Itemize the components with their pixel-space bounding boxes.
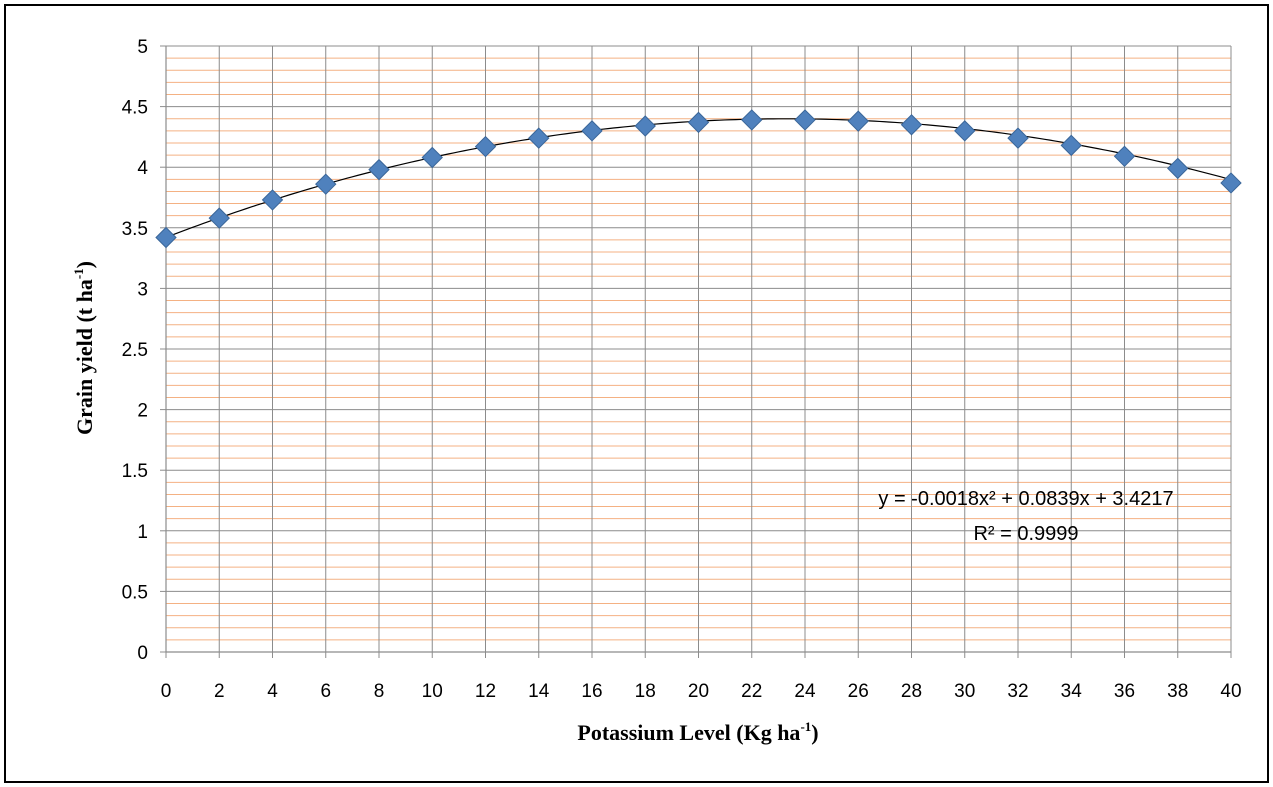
x-tick-label: 32 <box>1007 681 1028 702</box>
data-point <box>421 146 443 169</box>
data-point <box>581 120 603 142</box>
y-tick-labels: 0 0.5 1 1.5 2 2.5 3 3.5 4 4.5 5 <box>122 37 149 664</box>
axes <box>160 45 1232 658</box>
x-tick-label: 12 <box>475 681 496 702</box>
y-tick-label: 0.5 <box>122 582 148 603</box>
data-point <box>900 114 923 136</box>
data-point <box>208 207 230 229</box>
x-tick-labels: 0 2 4 6 8 10 12 14 16 18 20 22 24 26 28 30 32 34 36 38 40 <box>161 681 1242 702</box>
x-tick-label: 36 <box>1114 681 1135 702</box>
chart-frame <box>4 4 1269 783</box>
y-tick-label: 1 <box>137 522 148 543</box>
x-tick-label: 6 <box>320 681 331 702</box>
x-tick-label: 16 <box>581 681 602 702</box>
data-point <box>1113 145 1136 167</box>
data-point <box>528 127 550 149</box>
data-point <box>634 115 656 137</box>
x-tick-label: 8 <box>374 681 385 702</box>
r-squared-label: R² = 0.9999 <box>973 523 1078 545</box>
data-point <box>261 189 284 211</box>
y-tick-label: 4.5 <box>122 98 148 119</box>
x-tick-label: 24 <box>794 681 816 702</box>
x-tick-label: 20 <box>688 681 709 702</box>
y-tick-label: 5 <box>137 37 148 58</box>
data-point <box>794 109 816 131</box>
data-point <box>847 110 869 132</box>
x-axis-title: Potassium Level (Kg ha-1) <box>577 719 818 745</box>
x-tick-label: 22 <box>741 681 762 702</box>
y-tick-label: 2 <box>137 401 148 422</box>
data-point <box>1060 134 1082 157</box>
data-points <box>155 109 1242 249</box>
x-tick-label: 28 <box>901 681 922 702</box>
x-tick-label: 4 <box>267 681 278 702</box>
x-tick-label: 14 <box>528 681 550 702</box>
y-tick-label: 4 <box>137 158 148 179</box>
x-tick-label: 38 <box>1167 681 1188 702</box>
y-tick-label: 1.5 <box>122 461 148 482</box>
data-point <box>1167 157 1189 180</box>
x-tick-label: 40 <box>1220 681 1241 702</box>
y-axis-title: Grain yield (t ha-1) <box>71 261 97 435</box>
x-tick-label: 26 <box>848 681 869 702</box>
data-point <box>741 109 763 131</box>
y-tick-label: 2.5 <box>122 340 148 361</box>
trendline-equation: y = -0.0018x² + 0.0839x + 3.4217 <box>878 488 1173 510</box>
x-tick-label: 2 <box>214 681 225 702</box>
data-point <box>1220 172 1242 194</box>
data-point <box>474 135 497 158</box>
x-tick-label: 18 <box>635 681 656 702</box>
data-point <box>687 111 710 134</box>
data-point <box>954 120 976 142</box>
y-tick-label: 3 <box>137 279 148 300</box>
data-point <box>368 158 390 181</box>
x-tick-label: 34 <box>1061 681 1083 702</box>
data-point <box>155 226 177 249</box>
y-tick-label: 0 <box>137 643 148 664</box>
x-tick-label: 30 <box>954 681 975 702</box>
data-point <box>1007 127 1029 149</box>
data-point <box>315 173 337 195</box>
x-tick-label: 10 <box>422 681 443 702</box>
x-tick-label: 0 <box>161 681 172 702</box>
y-tick-label: 3.5 <box>122 219 148 240</box>
